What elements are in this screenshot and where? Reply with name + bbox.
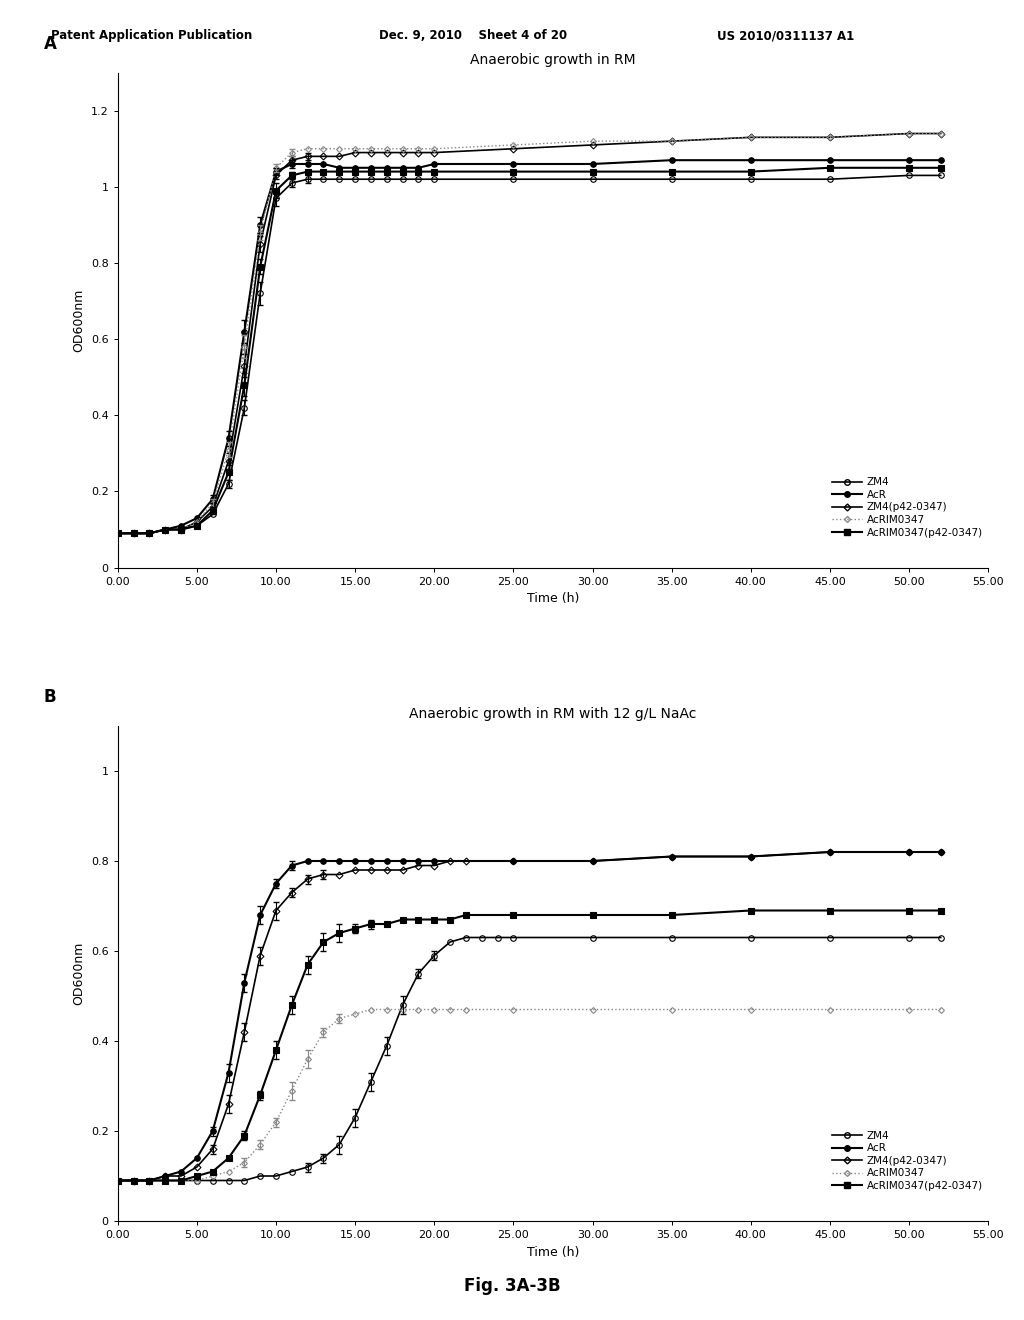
Y-axis label: OD600nm: OD600nm	[73, 941, 85, 1006]
Text: A: A	[44, 34, 56, 53]
Text: Fig. 3A-3B: Fig. 3A-3B	[464, 1276, 560, 1295]
X-axis label: Time (h): Time (h)	[526, 593, 580, 605]
Y-axis label: OD600nm: OD600nm	[73, 288, 85, 352]
X-axis label: Time (h): Time (h)	[526, 1246, 580, 1258]
Text: Dec. 9, 2010    Sheet 4 of 20: Dec. 9, 2010 Sheet 4 of 20	[379, 29, 567, 42]
Title: Anaerobic growth in RM with 12 g/L NaAc: Anaerobic growth in RM with 12 g/L NaAc	[410, 706, 696, 721]
Legend: ZM4, AcR, ZM4(p42-0347), AcRIM0347, AcRIM0347(p42-0347): ZM4, AcR, ZM4(p42-0347), AcRIM0347, AcRI…	[833, 1131, 983, 1191]
Text: US 2010/0311137 A1: US 2010/0311137 A1	[717, 29, 854, 42]
Legend: ZM4, AcR, ZM4(p42-0347), AcRIM0347, AcRIM0347(p42-0347): ZM4, AcR, ZM4(p42-0347), AcRIM0347, AcRI…	[833, 478, 983, 537]
Text: B: B	[44, 688, 56, 706]
Text: Patent Application Publication: Patent Application Publication	[51, 29, 253, 42]
Title: Anaerobic growth in RM: Anaerobic growth in RM	[470, 53, 636, 67]
